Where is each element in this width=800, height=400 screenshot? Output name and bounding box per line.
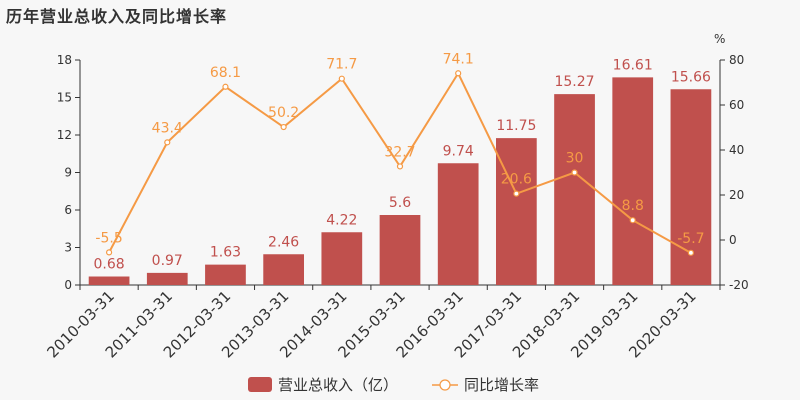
- growth-value-label: 68.1: [210, 65, 241, 81]
- growth-value-label: 20.6: [501, 172, 532, 188]
- growth-point: [222, 83, 229, 90]
- bar-value-label: 5.6: [389, 195, 411, 211]
- growth-value-label: 8.8: [622, 198, 644, 214]
- growth-point: [105, 249, 113, 256]
- bar-value-label: 16.61: [613, 57, 653, 73]
- growth-point: [571, 169, 578, 176]
- right-tick-label: 20: [729, 188, 744, 202]
- legend-bar-swatch: [248, 377, 272, 392]
- growth-point: [396, 163, 404, 170]
- growth-point: [687, 249, 695, 256]
- data-labels-group: 0.68 0.97 1.63 2.46 4.22 5.6 9.74 11.75 15.27 16.…: [94, 51, 712, 272]
- bar-value-label: 1.63: [210, 245, 241, 261]
- growth-point: [455, 70, 462, 77]
- bar-value-label: 0.68: [94, 257, 125, 273]
- legend-bar-label: 营业总收入（亿）: [278, 376, 398, 394]
- bar: [88, 276, 130, 285]
- bar: [263, 254, 304, 285]
- bar: [437, 163, 479, 285]
- right-axis-unit: %: [714, 32, 725, 46]
- chart-title: 历年营业总收入及同比增长率: [6, 7, 228, 26]
- bar-value-label: 15.27: [554, 74, 594, 90]
- growth-value-label: 30: [566, 151, 584, 167]
- left-tick-label: 18: [57, 53, 72, 67]
- legend-line-label: 同比增长率: [464, 376, 539, 394]
- growth-value-label: 71.7: [326, 57, 357, 73]
- growth-value-label: 32.7: [384, 144, 415, 160]
- growth-point: [164, 139, 171, 146]
- growth-point: [629, 217, 636, 224]
- legend: 营业总收入（亿） 同比增长率: [248, 376, 539, 394]
- bar: [205, 264, 246, 285]
- right-tick-label: 60: [729, 98, 744, 112]
- legend-line-marker: [439, 379, 451, 391]
- bar: [554, 94, 595, 285]
- bar: [321, 232, 363, 285]
- left-tick-label: 3: [64, 241, 72, 255]
- bar-value-label: 15.66: [671, 69, 711, 85]
- left-tick-label: 15: [57, 91, 72, 105]
- bar: [612, 77, 654, 285]
- growth-value-label: 74.1: [443, 51, 474, 67]
- growth-value-label: -5.7: [677, 231, 704, 247]
- growth-point: [513, 190, 520, 197]
- right-tick-label: -20: [729, 278, 749, 292]
- right-tick-label: 0: [729, 233, 737, 247]
- right-tick-label: 80: [729, 53, 744, 67]
- growth-point: [338, 75, 345, 82]
- growth-value-label: -5.5: [95, 230, 122, 246]
- growth-value-label: 43.4: [152, 120, 183, 136]
- right-tick-label: 40: [729, 143, 744, 157]
- left-tick-label: 0: [64, 278, 72, 292]
- left-tick-label: 6: [64, 203, 72, 217]
- growth-point: [280, 123, 287, 131]
- bar: [379, 215, 421, 285]
- bar-value-label: 0.97: [152, 253, 183, 269]
- bar-value-label: 9.74: [443, 143, 474, 159]
- left-tick-label: 12: [57, 128, 72, 142]
- line-series-group: [105, 70, 695, 256]
- growth-value-label: 50.2: [268, 105, 299, 121]
- bar-value-label: 11.75: [496, 118, 536, 134]
- bar: [146, 272, 188, 285]
- bar-value-label: 4.22: [326, 212, 357, 228]
- left-tick-label: 9: [64, 166, 72, 180]
- bar: [496, 138, 537, 285]
- bar-value-label: 2.46: [268, 234, 299, 250]
